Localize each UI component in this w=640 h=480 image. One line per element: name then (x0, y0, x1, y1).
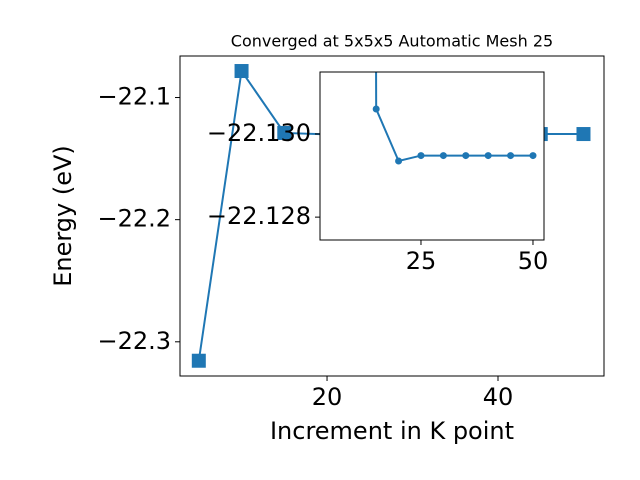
y-tick-label: −22.3 (97, 327, 171, 355)
axes-frame (179, 55, 605, 377)
x-axis-label: Increment in K point (270, 417, 514, 445)
marker (234, 64, 249, 79)
marker (395, 157, 403, 165)
y-axis-label: Energy (eV) (49, 145, 77, 287)
x-tick-label: 40 (483, 383, 514, 411)
x-tick-label: 20 (312, 383, 343, 411)
y-tick-label: −22.2 (97, 205, 171, 233)
marker (576, 127, 591, 142)
marker (439, 152, 447, 160)
marker (277, 125, 292, 140)
marker (507, 152, 515, 160)
x-tick-label: 25 (406, 247, 437, 275)
y-tick-label: −22.1 (97, 83, 171, 111)
marker (372, 105, 380, 113)
y-tick-label: −22.128 (207, 202, 311, 230)
marker (191, 353, 206, 368)
chart-title: Converged at 5x5x5 Automatic Mesh 25 (231, 32, 553, 51)
marker (462, 152, 470, 160)
y-tick-label: −22.130 (207, 119, 311, 147)
marker (417, 152, 425, 160)
marker (529, 152, 537, 160)
marker (484, 152, 492, 160)
x-tick-label: 50 (518, 247, 549, 275)
axes-frame (319, 71, 545, 241)
